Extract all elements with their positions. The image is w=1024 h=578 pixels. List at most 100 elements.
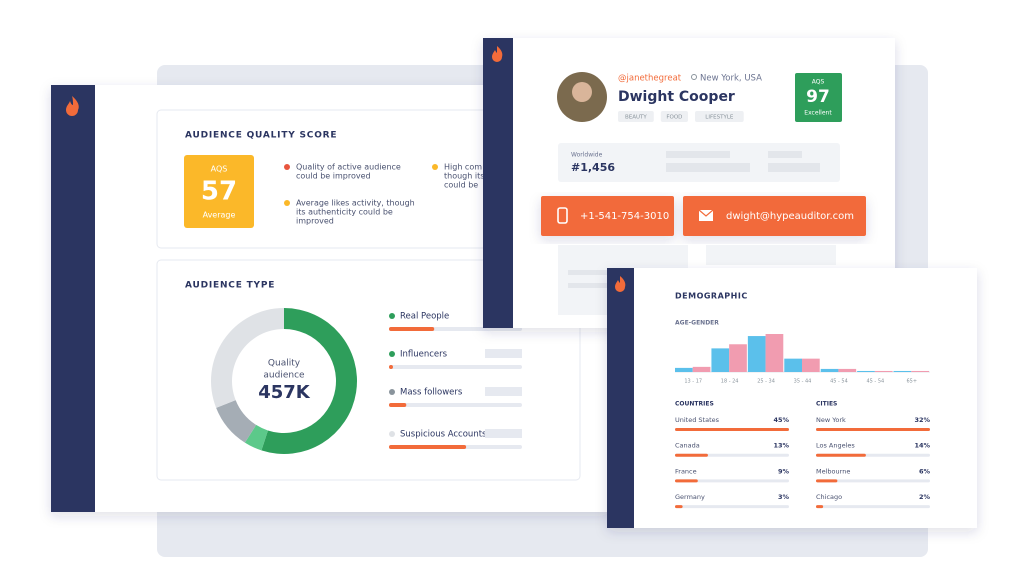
x-tick-label: 65+ bbox=[907, 379, 918, 385]
bar bbox=[816, 479, 838, 483]
score-box bbox=[795, 73, 842, 122]
age-bar bbox=[747, 336, 766, 372]
age-bar bbox=[838, 368, 857, 372]
sidebar bbox=[607, 268, 634, 528]
bar bbox=[675, 428, 789, 431]
list-name: Chicago bbox=[816, 493, 842, 501]
list-name: Germany bbox=[675, 493, 705, 501]
age-bar bbox=[857, 370, 875, 372]
age-bar bbox=[711, 348, 730, 372]
note-text: improved bbox=[296, 217, 334, 226]
age-bar bbox=[692, 366, 711, 372]
list-value: 32% bbox=[914, 416, 930, 424]
x-tick-label: 25 - 34 bbox=[757, 379, 775, 385]
legend-dot bbox=[389, 431, 395, 437]
donut-label: audience bbox=[263, 371, 305, 381]
list-value: 45% bbox=[773, 416, 789, 424]
note-text: Quality of active audience bbox=[296, 163, 401, 172]
x-tick-label: 18 - 24 bbox=[721, 379, 739, 385]
placeholder bbox=[768, 163, 820, 172]
tag bbox=[695, 111, 744, 122]
note-text: though its bbox=[444, 172, 484, 181]
list-name: United States bbox=[675, 416, 720, 424]
bar-track bbox=[389, 365, 522, 369]
bar bbox=[389, 445, 467, 449]
quality-content: AUDIENCE QUALITY SCORE AQS 57 Average Qualit… bbox=[184, 131, 484, 228]
x-tick-label: 13 - 17 bbox=[684, 379, 702, 385]
bar bbox=[389, 365, 393, 369]
email: dwight@hypeauditor.com bbox=[726, 211, 854, 222]
logo bbox=[492, 46, 503, 62]
list-name: Melbourne bbox=[816, 467, 850, 475]
donut-segment bbox=[261, 308, 357, 454]
note-text: could be improved bbox=[296, 172, 371, 181]
bar bbox=[816, 505, 824, 509]
phone-icon bbox=[557, 207, 568, 224]
bar-track bbox=[816, 505, 930, 509]
logo bbox=[615, 276, 626, 292]
placeholder bbox=[568, 283, 628, 288]
phone-button[interactable] bbox=[541, 196, 674, 236]
legend-label: Suspicious Accounts bbox=[400, 430, 487, 440]
demographic-card bbox=[607, 268, 977, 528]
age-bar bbox=[874, 370, 893, 372]
list-value: 3% bbox=[778, 493, 790, 501]
handle: @janethegreat bbox=[618, 74, 682, 84]
placeholder bbox=[666, 151, 730, 158]
list-title: CITIES bbox=[816, 401, 837, 408]
legend-label: Real People bbox=[400, 312, 449, 322]
logo bbox=[66, 96, 79, 116]
rank-value: #1,456 bbox=[571, 161, 615, 174]
list-value: 14% bbox=[914, 442, 930, 450]
x-tick-label: 35 - 44 bbox=[794, 379, 812, 385]
age-bar bbox=[820, 368, 839, 372]
card-title: AUDIENCE TYPE bbox=[185, 281, 275, 291]
donut-segment bbox=[244, 424, 268, 451]
bar bbox=[675, 479, 698, 483]
score-rating: Excellent bbox=[804, 110, 832, 117]
placeholder bbox=[768, 151, 802, 158]
score-value: 57 bbox=[201, 177, 237, 207]
bar bbox=[816, 453, 866, 457]
note-dot bbox=[284, 164, 290, 170]
note-text: High com bbox=[444, 163, 482, 172]
bar bbox=[675, 453, 708, 457]
legend-label: Influencers bbox=[400, 350, 448, 360]
placeholder bbox=[485, 429, 522, 438]
profile-name: Dwight Cooper bbox=[618, 89, 735, 105]
mail-flap bbox=[698, 209, 714, 217]
legend-dot bbox=[389, 351, 395, 357]
note-text: its authenticity could be bbox=[296, 208, 393, 217]
note-dot bbox=[284, 200, 290, 206]
rank-label: Worldwide bbox=[571, 152, 603, 159]
list-value: 2% bbox=[919, 493, 931, 501]
profile-content: @janethegreat New York, USA Dwight Cooper B… bbox=[541, 73, 866, 236]
pin-icon bbox=[691, 74, 697, 80]
legend-dot bbox=[389, 389, 395, 395]
placeholder bbox=[485, 387, 522, 396]
age-bar bbox=[675, 367, 693, 372]
placeholder bbox=[666, 163, 750, 172]
card bbox=[607, 268, 977, 528]
donut-value: 457K bbox=[258, 382, 311, 403]
age-bar bbox=[765, 334, 784, 372]
score-label: AQS bbox=[211, 165, 228, 174]
note-dot bbox=[432, 164, 438, 170]
card-title: DEMOGRAPHIC bbox=[675, 292, 748, 301]
avatar-face bbox=[572, 82, 592, 102]
list-name: France bbox=[675, 467, 697, 475]
age-bar bbox=[729, 344, 747, 372]
age-bar bbox=[911, 370, 929, 372]
email-button[interactable] bbox=[683, 196, 866, 236]
bar bbox=[675, 505, 683, 509]
list-name: Canada bbox=[675, 442, 700, 450]
legend-label: Mass followers bbox=[400, 388, 463, 398]
donut-label: Quality bbox=[268, 359, 301, 369]
placeholder bbox=[706, 245, 836, 265]
audience-content: AUDIENCE TYPE Real People Influencers Mass … bbox=[185, 281, 522, 454]
tag-label: BEAUTY bbox=[625, 115, 647, 121]
demographic-content: DEMOGRAPHIC AGE-GENDER 13 - 17 18 - 24 25 - … bbox=[675, 292, 930, 509]
chart-title: AGE-GENDER bbox=[675, 320, 719, 327]
list-name: New York bbox=[816, 416, 846, 424]
